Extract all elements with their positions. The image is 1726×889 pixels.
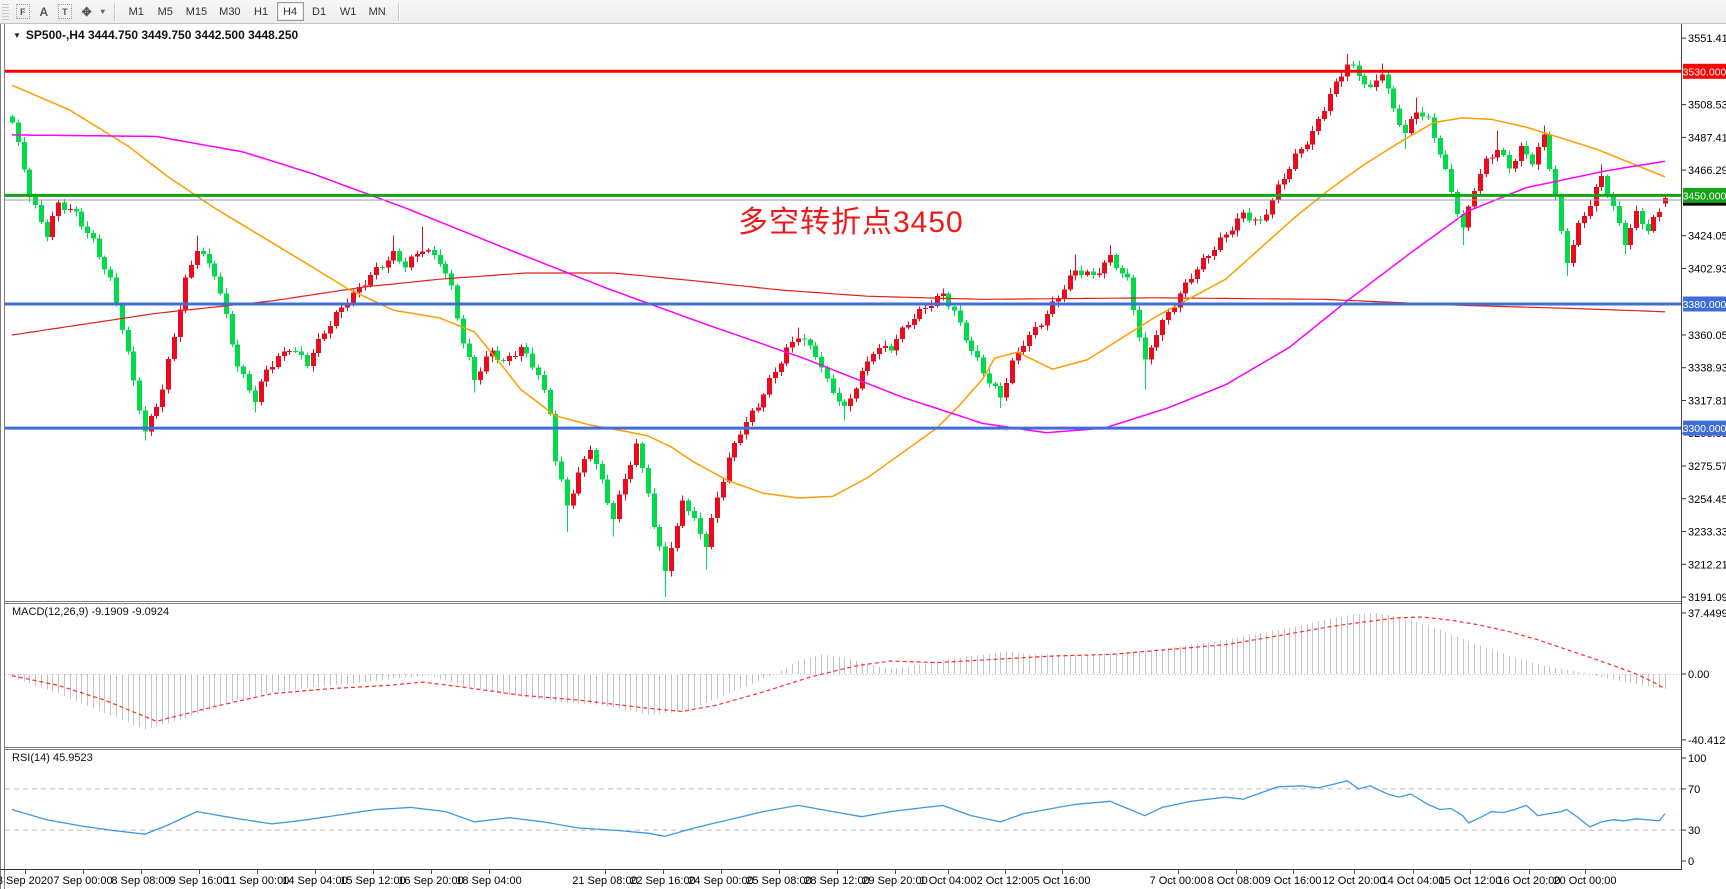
svg-text:21 Sep 08:00: 21 Sep 08:00 (572, 875, 637, 887)
svg-text:5 Oct 16:00: 5 Oct 16:00 (1034, 875, 1091, 887)
svg-text:9 Oct 16:00: 9 Oct 16:00 (1265, 875, 1322, 887)
timeframe-button-m5[interactable]: M5 (152, 2, 179, 21)
chart-frame (0, 23, 1726, 889)
toolbar-draw-tools: F A T ✥ ▾ (12, 4, 108, 20)
svg-text:25 Sep 08:00: 25 Sep 08:00 (746, 875, 811, 887)
svg-text:3191.090: 3191.090 (1688, 592, 1726, 604)
toolbar-separator (113, 2, 116, 21)
svg-text:3317.810: 3317.810 (1688, 395, 1726, 407)
macd-indicator-label: MACD(12,26,9) -9.1909 -9.0924 (12, 606, 170, 618)
svg-text:-40.4125: -40.4125 (1688, 735, 1726, 747)
svg-text:16 Oct 20:00: 16 Oct 20:00 (1498, 875, 1561, 887)
svg-text:3300.000: 3300.000 (1683, 423, 1726, 435)
svg-text:37.4499: 37.4499 (1688, 608, 1726, 620)
timeframe-button-d1[interactable]: D1 (306, 2, 333, 21)
svg-text:16 Sep 20:00: 16 Sep 20:00 (398, 875, 463, 887)
svg-text:22 Sep 16:00: 22 Sep 16:00 (630, 875, 695, 887)
svg-text:3233.330: 3233.330 (1688, 527, 1726, 539)
svg-text:14 Oct 04:00: 14 Oct 04:00 (1382, 875, 1445, 887)
time-axis: 3 Sep 2020 7 Sep 00:008 Sep 08:009 Sep 16… (0, 870, 1617, 887)
toolbar-timeframes: M1 M5 M15 M30 H1 H4 D1 W1 MN (122, 2, 392, 21)
svg-text:20 Oct 00:00: 20 Oct 00:00 (1554, 875, 1617, 887)
svg-text:0: 0 (1688, 856, 1694, 868)
timeframe-button-h4[interactable]: H4 (276, 2, 304, 21)
svg-text:12 Oct 20:00: 12 Oct 20:00 (1323, 875, 1386, 887)
toolbar-separator-2 (397, 2, 400, 21)
svg-text:11 Sep 00:00: 11 Sep 00:00 (225, 875, 290, 887)
svg-text:3487.410: 3487.410 (1688, 132, 1726, 144)
text-label-icon[interactable]: A (39, 4, 49, 19)
toolbar: F A T ✥ ▾ M1 M5 M15 M30 H1 H4 D1 W1 MN (0, 0, 1726, 24)
timeframe-button-h1[interactable]: H1 (248, 2, 275, 21)
svg-text:3402.930: 3402.930 (1688, 263, 1726, 275)
rsi-panel: 100 70 30 0 (5, 753, 1706, 868)
price-axis: 3551.410 3508.530 3487.410 3466.290 3424.050… (1681, 33, 1726, 604)
timeframe-button-m30[interactable]: M30 (214, 2, 245, 21)
draw-tools-caret-icon[interactable]: ▾ (100, 7, 105, 16)
svg-text:7 Sep 00:00: 7 Sep 00:00 (53, 875, 112, 887)
svg-text:3338.930: 3338.930 (1688, 363, 1726, 375)
collapse-triangle-icon[interactable]: ▼ (13, 31, 21, 40)
svg-text:15 Sep 12:00: 15 Sep 12:00 (340, 875, 405, 887)
svg-text:3360.050: 3360.050 (1688, 330, 1726, 342)
svg-text:3508.530: 3508.530 (1688, 100, 1726, 112)
level-lines (5, 69, 1681, 430)
svg-text:1 Oct 04:00: 1 Oct 04:00 (920, 875, 977, 887)
timeframe-button-w1[interactable]: W1 (335, 2, 362, 21)
svg-text:3212.210: 3212.210 (1688, 559, 1726, 571)
timeframe-button-m1[interactable]: M1 (123, 2, 150, 21)
svg-text:30: 30 (1688, 825, 1700, 837)
svg-text:100: 100 (1688, 753, 1706, 765)
timeframe-button-m15[interactable]: M15 (181, 2, 212, 21)
svg-text:3254.450: 3254.450 (1688, 494, 1726, 506)
svg-text:8 Oct 08:00: 8 Oct 08:00 (1208, 875, 1265, 887)
svg-text:29 Sep 20:00: 29 Sep 20:00 (862, 875, 927, 887)
svg-text:24 Sep 00:00: 24 Sep 00:00 (688, 875, 753, 887)
orange-ma-line (11, 84, 1666, 499)
svg-text:3530.000: 3530.000 (1683, 66, 1726, 78)
svg-text:3424.050: 3424.050 (1688, 231, 1726, 243)
svg-text:3275.570: 3275.570 (1688, 461, 1726, 473)
magenta-ma-line (11, 134, 1666, 434)
svg-text:3450.000: 3450.000 (1683, 190, 1726, 202)
svg-text:2 Oct 12:00: 2 Oct 12:00 (977, 875, 1034, 887)
svg-text:28 Sep 12:00: 28 Sep 12:00 (804, 875, 869, 887)
red-ma-line (11, 272, 1666, 336)
candles-layer (10, 54, 1668, 598)
chart-title: ▼ SP500-,H4 3444.750 3449.750 3442.500 34… (13, 28, 298, 42)
toolbar-grip-handle[interactable] (2, 3, 9, 20)
svg-text:15 Oct 12:00: 15 Oct 12:00 (1439, 875, 1502, 887)
timeframe-button-mn[interactable]: MN (364, 2, 391, 21)
svg-text:7 Oct 00:00: 7 Oct 00:00 (1150, 875, 1207, 887)
svg-text:3551.410: 3551.410 (1688, 33, 1726, 45)
svg-text:9 Sep 16:00: 9 Sep 16:00 (169, 875, 228, 887)
svg-text:18 Sep 04:00: 18 Sep 04:00 (456, 875, 521, 887)
svg-text:8 Sep 08:00: 8 Sep 08:00 (111, 875, 170, 887)
svg-text:14 Sep 04:00: 14 Sep 04:00 (282, 875, 347, 887)
template-f-icon[interactable]: F (16, 4, 30, 19)
svg-text:70: 70 (1688, 784, 1700, 796)
draw-arrows-icon[interactable]: ✥ (81, 4, 92, 19)
svg-text:0.00: 0.00 (1688, 669, 1709, 681)
chart-title-text: SP500-,H4 3444.750 3449.750 3442.500 344… (25, 28, 299, 42)
chart-text-annotation[interactable]: 多空转折点3450 (738, 206, 964, 239)
text-box-icon[interactable]: T (58, 4, 72, 19)
macd-panel: 37.4499 0.00 -40.4125 (5, 608, 1726, 747)
svg-text:3380.000: 3380.000 (1683, 299, 1726, 311)
svg-text:3466.290: 3466.290 (1688, 165, 1726, 177)
svg-text:3 Sep 2020: 3 Sep 2020 (0, 875, 53, 887)
rsi-indicator-label: RSI(14) 45.9523 (12, 752, 93, 764)
